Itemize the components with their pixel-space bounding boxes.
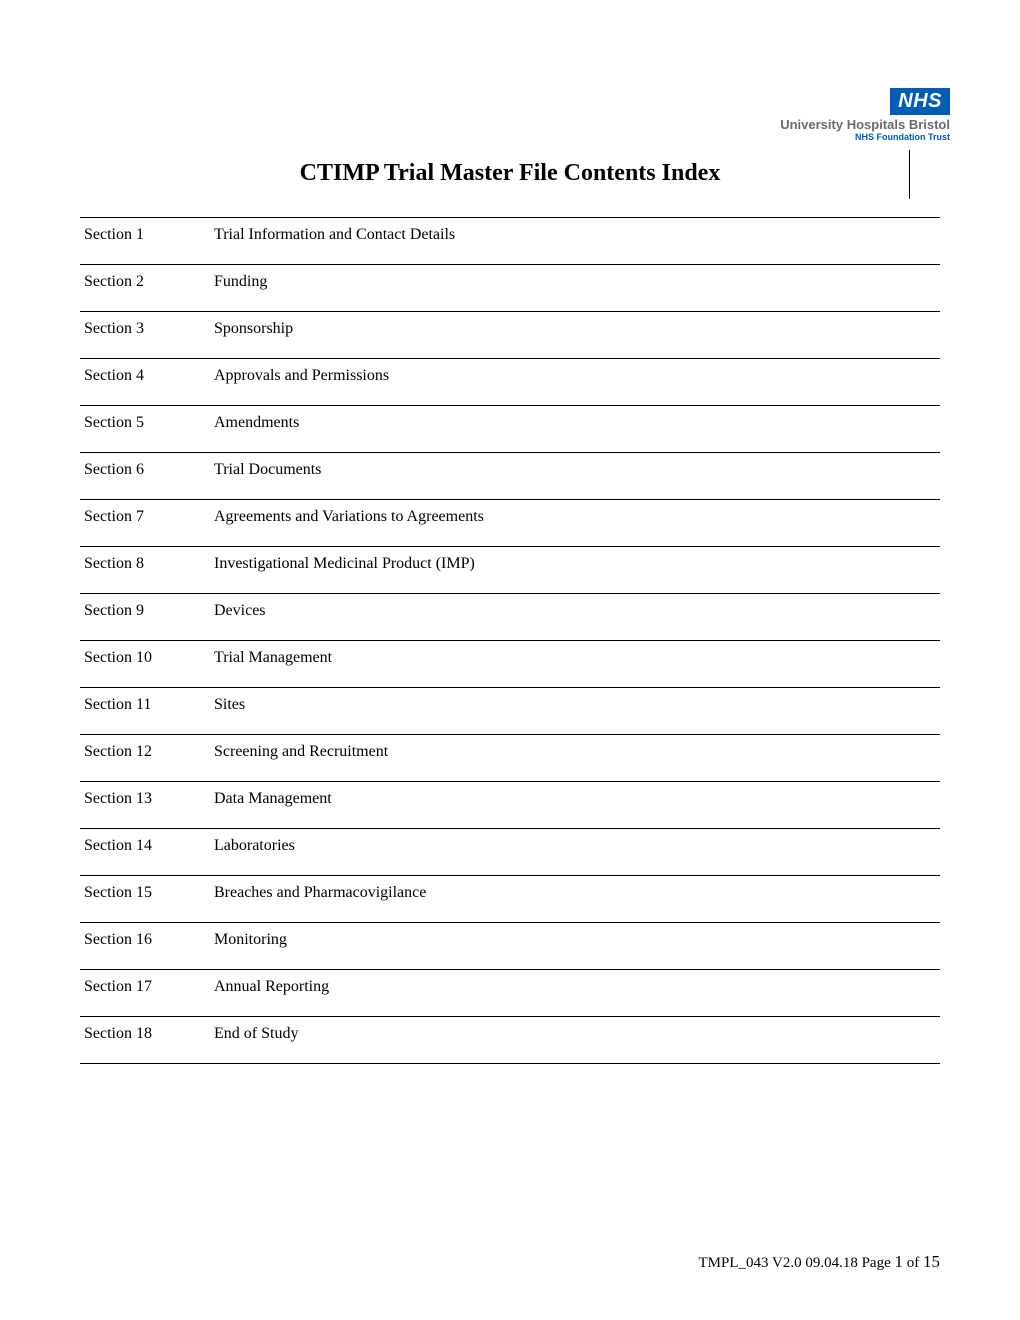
section-description: Screening and Recruitment	[210, 735, 940, 782]
section-label: Section 10	[80, 641, 210, 688]
table-row: Section 10Trial Management	[80, 641, 940, 688]
section-description: Sponsorship	[210, 312, 940, 359]
header-logo: NHS University Hospitals Bristol NHS Fou…	[780, 88, 950, 142]
page-footer: TMPL_043 V2.0 09.04.18 Page 1 of 15	[699, 1252, 940, 1272]
section-label: Section 15	[80, 876, 210, 923]
org-subtitle: NHS Foundation Trust	[780, 132, 950, 142]
section-description: Trial Documents	[210, 453, 940, 500]
footer-page-current: 1	[895, 1252, 904, 1271]
section-label: Section 16	[80, 923, 210, 970]
section-label: Section 5	[80, 406, 210, 453]
table-row: Section 13Data Management	[80, 782, 940, 829]
section-description: Devices	[210, 594, 940, 641]
section-label: Section 2	[80, 265, 210, 312]
section-label: Section 11	[80, 688, 210, 735]
section-description: Trial Information and Contact Details	[210, 218, 940, 265]
table-row: Section 9Devices	[80, 594, 940, 641]
table-row: Section 11Sites	[80, 688, 940, 735]
table-row: Section 8Investigational Medicinal Produ…	[80, 547, 940, 594]
table-row: Section 16Monitoring	[80, 923, 940, 970]
section-label: Section 3	[80, 312, 210, 359]
section-label: Section 18	[80, 1017, 210, 1064]
contents-table: Section 1Trial Information and Contact D…	[80, 217, 940, 1064]
document-page: NHS University Hospitals Bristol NHS Fou…	[0, 0, 1020, 1320]
section-description: Annual Reporting	[210, 970, 940, 1017]
section-description: Funding	[210, 265, 940, 312]
title-container: CTIMP Trial Master File Contents Index	[80, 150, 940, 209]
section-description: Amendments	[210, 406, 940, 453]
section-label: Section 8	[80, 547, 210, 594]
table-row: Section 1Trial Information and Contact D…	[80, 218, 940, 265]
table-row: Section 7Agreements and Variations to Ag…	[80, 500, 940, 547]
section-label: Section 4	[80, 359, 210, 406]
footer-page-sep: of	[903, 1255, 923, 1271]
section-label: Section 17	[80, 970, 210, 1017]
section-label: Section 9	[80, 594, 210, 641]
table-row: Section 14Laboratories	[80, 829, 940, 876]
section-label: Section 6	[80, 453, 210, 500]
table-row: Section 6Trial Documents	[80, 453, 940, 500]
section-label: Section 1	[80, 218, 210, 265]
table-row: Section 17Annual Reporting	[80, 970, 940, 1017]
section-description: Approvals and Permissions	[210, 359, 940, 406]
section-label: Section 7	[80, 500, 210, 547]
main-content: CTIMP Trial Master File Contents Index S…	[80, 150, 940, 1064]
page-title: CTIMP Trial Master File Contents Index	[80, 150, 940, 209]
section-description: Agreements and Variations to Agreements	[210, 500, 940, 547]
table-row: Section 2Funding	[80, 265, 940, 312]
org-name: University Hospitals Bristol	[780, 117, 950, 132]
section-label: Section 12	[80, 735, 210, 782]
footer-doc-id: TMPL_043 V2.0 09.04.18 Page	[699, 1255, 895, 1271]
section-description: Trial Management	[210, 641, 940, 688]
table-row: Section 12Screening and Recruitment	[80, 735, 940, 782]
section-description: Laboratories	[210, 829, 940, 876]
section-label: Section 13	[80, 782, 210, 829]
title-vertical-divider	[909, 150, 910, 199]
section-description: Sites	[210, 688, 940, 735]
table-row: Section 18End of Study	[80, 1017, 940, 1064]
section-description: Investigational Medicinal Product (IMP)	[210, 547, 940, 594]
nhs-badge: NHS	[890, 88, 950, 115]
section-description: Monitoring	[210, 923, 940, 970]
table-row: Section 4Approvals and Permissions	[80, 359, 940, 406]
section-description: Data Management	[210, 782, 940, 829]
section-label: Section 14	[80, 829, 210, 876]
footer-page-total: 15	[923, 1252, 940, 1271]
table-row: Section 15Breaches and Pharmacovigilance	[80, 876, 940, 923]
table-row: Section 3Sponsorship	[80, 312, 940, 359]
table-row: Section 5Amendments	[80, 406, 940, 453]
section-description: Breaches and Pharmacovigilance	[210, 876, 940, 923]
section-description: End of Study	[210, 1017, 940, 1064]
